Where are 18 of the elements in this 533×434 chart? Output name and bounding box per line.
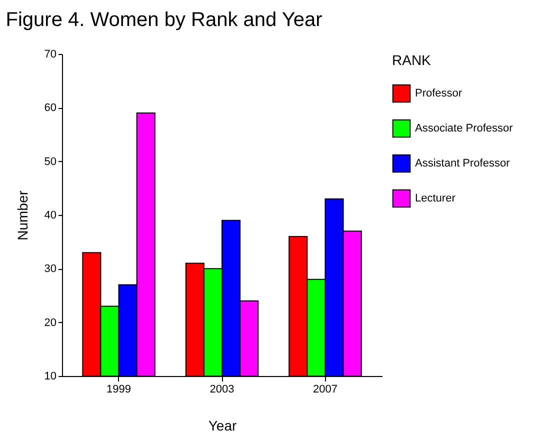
y-tick-label: 70 <box>44 48 56 60</box>
legend-title: RANK <box>392 52 432 68</box>
y-tick-label: 60 <box>44 102 56 114</box>
y-tick-label: 20 <box>44 316 56 329</box>
y-tick-label: 30 <box>44 263 56 276</box>
legend-label: Lecturer <box>415 192 456 204</box>
x-axis-title: Year <box>208 418 237 434</box>
y-tick-label: 50 <box>44 156 56 168</box>
legend-label: Professor <box>415 88 462 100</box>
legend-label: Assistant Professor <box>415 158 510 170</box>
x-tick-label: 2003 <box>210 384 234 396</box>
x-tick-label: 1999 <box>106 384 132 396</box>
y-tick-label: 40 <box>44 210 56 222</box>
x-tick-label: 2007 <box>312 384 338 396</box>
chart-title: Figure 4. Women by Rank and Year <box>6 9 323 31</box>
y-axis-title: Number <box>14 190 30 240</box>
legend-label: Associate Professor <box>415 122 514 134</box>
y-tick-label: 10 <box>44 370 56 382</box>
